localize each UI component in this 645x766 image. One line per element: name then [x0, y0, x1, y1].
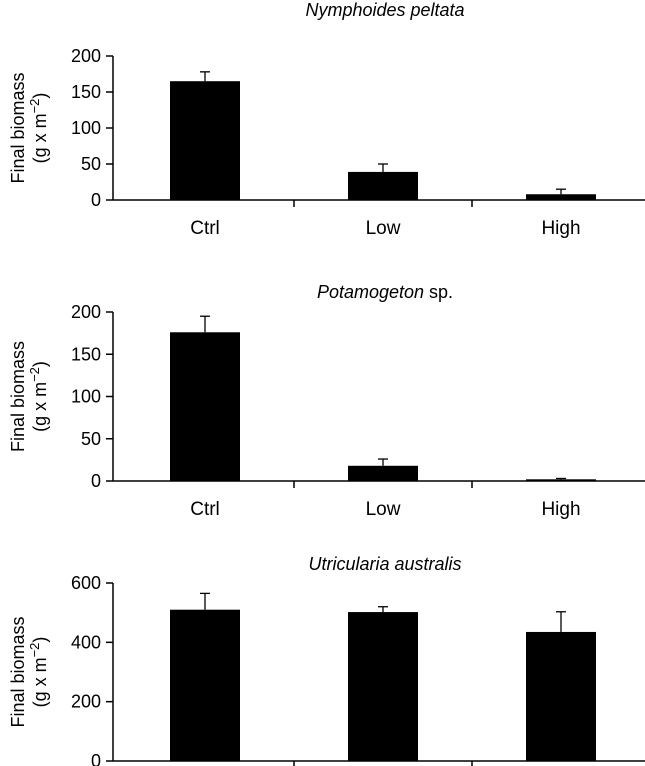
- bar-ctrl: [170, 609, 240, 761]
- chart-title-species: Utricularia australis: [308, 554, 461, 574]
- bar-ctrl: [170, 332, 240, 481]
- y-tick-label: 200: [71, 692, 101, 712]
- x-tick-label-high: High: [541, 499, 580, 520]
- y-axis-unit-exponent: −2: [27, 367, 42, 382]
- y-axis-unit: g x m: [30, 657, 50, 701]
- chart-panel-1: Nymphoides peltata Final biomass (g x m−2)…: [8, 0, 645, 239]
- chart-title-species: Potamogeton: [317, 282, 424, 302]
- bar-high: [526, 194, 596, 200]
- y-axis-unit-label: (g x m−2): [27, 361, 50, 432]
- bar-low: [348, 612, 418, 761]
- chart-title-species: Nymphoides peltata: [305, 0, 464, 20]
- y-tick-label: 200: [71, 46, 101, 66]
- y-tick-label: 50: [81, 429, 101, 449]
- y-axis-unit-close: ): [30, 93, 50, 99]
- x-tick-label-low: Low: [366, 218, 401, 239]
- y-tick-label: 150: [71, 82, 101, 102]
- bar-low: [348, 171, 418, 200]
- y-tick-label: 50: [81, 154, 101, 174]
- chart-panel-2: Potamogeton sp. Final biomass (g x m−2) 0 50…: [8, 282, 645, 520]
- y-tick-label: 600: [71, 573, 101, 593]
- y-tick-label: 100: [71, 118, 101, 138]
- chart-panel-3: Utricularia australis Final biomass (g x m…: [8, 554, 645, 766]
- bar-ctrl: [170, 81, 240, 200]
- y-axis-unit: g x m: [30, 113, 50, 157]
- x-tick-label-high: High: [541, 218, 580, 239]
- y-axis-unit-exponent: −2: [27, 99, 42, 114]
- x-tick-label-ctrl: Ctrl: [190, 218, 220, 239]
- y-axis-unit-open: (: [30, 701, 50, 707]
- y-axis-unit-open: (: [30, 157, 50, 163]
- y-tick-label: 0: [91, 471, 101, 491]
- y-axis-label: Final biomass: [8, 616, 28, 727]
- y-axis-unit-label: (g x m−2): [27, 93, 50, 164]
- chart-title-suffix: sp.: [424, 282, 453, 302]
- y-tick-label: 150: [71, 344, 101, 364]
- y-axis-unit: g x m: [30, 382, 50, 426]
- chart-title: Utricularia australis: [308, 554, 461, 574]
- y-tick-label: 100: [71, 387, 101, 407]
- y-axis-unit-close: ): [30, 637, 50, 643]
- y-tick-label: 0: [91, 190, 101, 210]
- y-axis-unit-close: ): [30, 361, 50, 367]
- y-axis-label: Final biomass: [8, 341, 28, 452]
- y-axis-unit-open: (: [30, 426, 50, 432]
- bar-low: [348, 465, 418, 481]
- chart-title: Nymphoides peltata: [305, 0, 464, 20]
- y-axis-unit-label: (g x m−2): [27, 637, 50, 708]
- bar-high: [526, 631, 596, 761]
- y-axis-unit-exponent: −2: [27, 643, 42, 658]
- y-tick-label: 0: [91, 751, 101, 766]
- y-axis-label: Final biomass: [8, 72, 28, 183]
- bar-high: [526, 479, 596, 481]
- x-tick-label-ctrl: Ctrl: [190, 499, 220, 520]
- x-tick-label-low: Low: [366, 499, 401, 520]
- y-tick-label: 400: [71, 632, 101, 652]
- chart-title: Potamogeton sp.: [317, 282, 453, 302]
- y-tick-label: 200: [71, 302, 101, 322]
